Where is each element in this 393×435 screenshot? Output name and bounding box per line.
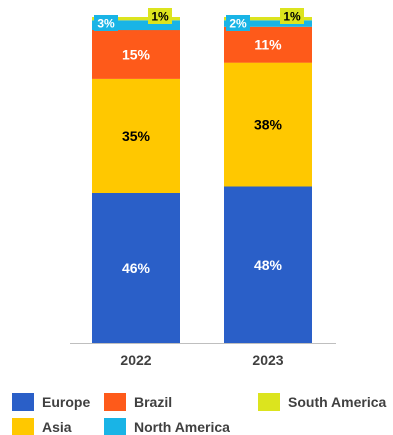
legend-label-north-america: North America [134,419,230,435]
data-label-brazil-2023: 11% [254,37,282,53]
data-label-south-america-2023: 1% [283,10,301,24]
data-label-south-america-2022: 1% [151,10,169,24]
label-box-north-america-2023 [226,15,250,31]
bar-segment-north-america-2023 [224,20,312,27]
data-label-europe-2023: 48% [254,257,283,273]
bar-group: 46% 35% 15% 3% 1% 48% 38% 11% 2% 1% [92,8,312,343]
label-box-south-america-2023 [280,8,304,24]
label-box-north-america-2022 [94,15,118,31]
data-label-europe-2022: 46% [122,260,151,276]
data-label-asia-2023: 38% [254,117,283,133]
legend: Europe Brazil South America Asia North Ameri… [12,393,386,435]
legend-swatch-europe [12,393,34,411]
x-tick-labels: 2022 2023 [120,352,283,368]
label-box-south-america-2022 [148,8,172,24]
x-tick-label-2022: 2022 [120,352,151,368]
legend-swatch-asia [12,418,34,435]
bar-segment-europe-2023 [224,186,312,343]
legend-label-brazil: Brazil [134,394,172,410]
bar-segment-south-america-2022 [92,17,180,21]
bar-segment-north-america-2022 [92,20,180,31]
x-tick-label-2023: 2023 [252,352,283,368]
legend-label-asia: Asia [42,419,72,435]
bar-segment-asia-2022 [92,78,180,193]
data-label-brazil-2022: 15% [122,47,151,63]
legend-label-europe: Europe [42,394,90,410]
legend-swatch-north-america [104,418,126,435]
bar-segment-south-america-2023 [224,17,312,21]
data-label-asia-2022: 35% [122,128,151,144]
bar-segment-brazil-2022 [92,30,180,79]
data-label-north-america-2022: 3% [97,17,115,31]
bar-segment-asia-2023 [224,62,312,187]
data-label-north-america-2023: 2% [229,17,247,31]
legend-swatch-brazil [104,393,126,411]
legend-swatch-south-america [258,393,280,411]
legend-label-south-america: South America [288,394,386,410]
bar-segment-europe-2022 [92,193,180,343]
bar-segment-brazil-2023 [224,26,312,63]
